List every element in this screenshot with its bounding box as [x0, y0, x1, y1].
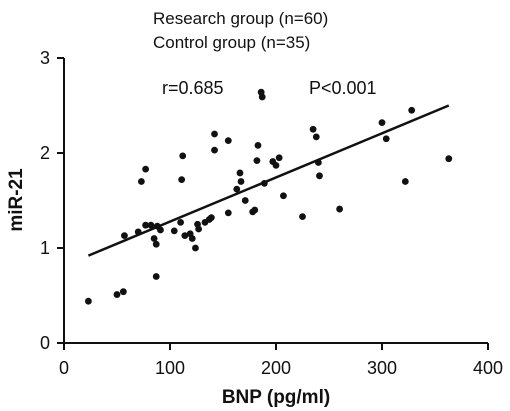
- data-point-6: [142, 165, 150, 173]
- y-tick-label-2: 2: [40, 143, 50, 163]
- data-point-17: [179, 152, 187, 160]
- data-point-31: [233, 185, 241, 193]
- data-point-54: [401, 178, 409, 185]
- data-point-38: [254, 142, 262, 149]
- data-point-44: [275, 154, 283, 162]
- data-point-10: [152, 240, 160, 248]
- data-point-37: [253, 157, 261, 165]
- x-tick-label-0: 0: [59, 358, 69, 378]
- x-tick-label-300: 300: [367, 358, 397, 378]
- data-point-48: [312, 133, 320, 141]
- data-point-29: [224, 209, 232, 217]
- y-tick-label-1: 1: [40, 238, 50, 258]
- x-tick-label-400: 400: [473, 358, 503, 378]
- data-point-8: [147, 221, 155, 229]
- axis-ticks: [57, 57, 489, 350]
- data-point-28: [211, 146, 218, 154]
- data-point-5: [137, 178, 145, 185]
- x-tick-label-100: 100: [155, 358, 185, 378]
- p-value-annotation: P<0.001: [309, 78, 377, 98]
- data-point-13: [157, 226, 164, 234]
- data-point-9: [150, 235, 158, 242]
- data-point-33: [237, 178, 245, 185]
- data-point-30: [224, 137, 232, 145]
- data-point-55: [408, 106, 416, 114]
- data-point-51: [336, 205, 343, 213]
- data-point-26: [207, 214, 215, 222]
- data-point-14: [170, 227, 178, 235]
- data-point-40: [258, 93, 266, 101]
- correlation-annotation: r=0.685: [162, 78, 224, 98]
- data-point-18: [181, 232, 189, 240]
- data-points: [84, 88, 453, 305]
- data-point-11: [152, 273, 160, 280]
- data-point-15: [177, 218, 185, 226]
- data-point-52: [378, 119, 386, 126]
- data-point-23: [195, 225, 203, 233]
- data-point-16: [178, 176, 186, 184]
- data-point-45: [280, 192, 287, 200]
- data-point-46: [299, 213, 306, 221]
- data-point-43: [272, 161, 280, 169]
- data-point-32: [236, 169, 244, 177]
- data-point-3: [121, 232, 128, 240]
- x-axis-label: BNP (pg/ml): [222, 387, 330, 408]
- data-point-56: [445, 155, 453, 163]
- data-point-47: [309, 125, 317, 133]
- data-point-20: [188, 235, 196, 242]
- data-point-0: [84, 297, 92, 305]
- data-point-27: [211, 130, 218, 138]
- data-point-21: [192, 244, 199, 252]
- data-point-36: [251, 206, 259, 214]
- legend-control-group: Control group (n=35): [153, 33, 310, 52]
- y-tick-label-3: 3: [40, 48, 50, 68]
- data-point-7: [142, 221, 150, 229]
- y-tick-label-0: 0: [40, 333, 50, 353]
- data-point-1: [113, 291, 121, 298]
- data-point-34: [241, 197, 249, 204]
- legend-research-group: Research group (n=60): [153, 9, 328, 28]
- y-axis-label: miR-21: [6, 168, 27, 232]
- data-point-53: [382, 135, 390, 143]
- data-point-50: [316, 172, 323, 180]
- data-point-2: [119, 288, 127, 296]
- x-tick-label-200: 200: [261, 358, 291, 378]
- regression-line: [87, 104, 450, 257]
